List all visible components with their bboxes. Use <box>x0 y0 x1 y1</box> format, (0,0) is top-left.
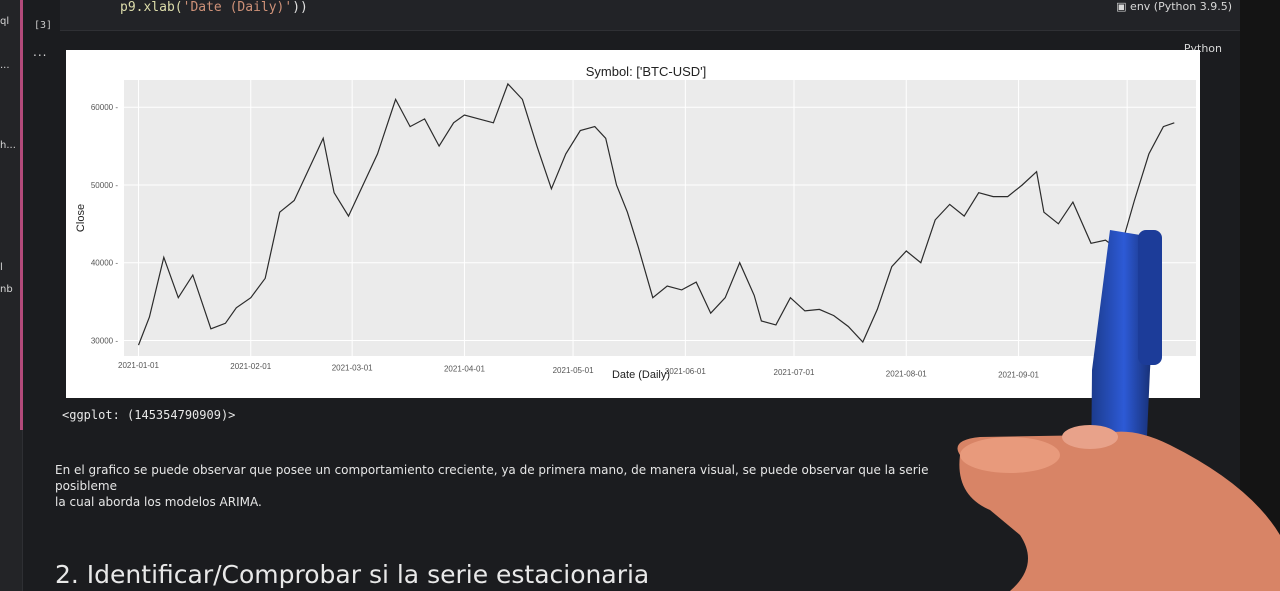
x-tick-label: 2021-08-01 <box>886 369 927 378</box>
x-tick-label: 2021-01-01 <box>118 361 159 370</box>
x-tick-label: 2021-09-01 <box>998 371 1039 380</box>
hand-photo <box>957 425 1280 591</box>
rail-marker-4[interactable]: l <box>0 262 3 273</box>
ggplot-repr: <ggplot: (145354790909)> <box>62 408 236 422</box>
output-menu-button[interactable]: ... <box>33 45 48 59</box>
y-tick-label: 60000 - <box>91 103 118 112</box>
code-cell[interactable] <box>60 0 1240 31</box>
rail-marker-3[interactable]: h... <box>0 140 16 151</box>
panel-background <box>124 80 1196 356</box>
x-tick-label: 2021-02-01 <box>230 362 271 371</box>
code-string: 'Date (Daily)' <box>182 0 293 15</box>
markdown-line-2: la cual aborda los modelos ARIMA. <box>55 495 262 509</box>
x-tick-label: 2021-03-01 <box>332 363 373 372</box>
execution-count: [3] <box>34 20 53 31</box>
kernel-selector[interactable]: ▣ env (Python 3.9.5) <box>1116 0 1232 13</box>
chart-title: Symbol: ['BTC-USD'] <box>586 64 707 79</box>
y-tick-label: 50000 - <box>91 181 118 190</box>
markdown-cell[interactable]: En el grafico se puede observar que pose… <box>55 462 960 510</box>
section-heading: 2. Identificar/Comprobar si la serie est… <box>55 560 650 589</box>
x-tick-label: 2021-05-01 <box>553 366 594 375</box>
markdown-line-1: En el grafico se puede observar que pose… <box>55 463 929 493</box>
code-line[interactable]: p9.xlab('Date (Daily)')) <box>120 0 308 15</box>
kernel-icon: ▣ <box>1116 0 1131 13</box>
close-price-line <box>137 82 1175 346</box>
y-tick-label: 40000 - <box>91 259 118 268</box>
x-axis-label: Date (Daily) <box>612 369 670 381</box>
code-fn: p9.xlab( <box>120 0 183 15</box>
x-tick-label: 2021-06-01 <box>665 367 706 376</box>
rail-marker-5[interactable]: nb <box>0 284 13 295</box>
rail-marker-1[interactable]: ql <box>0 16 10 27</box>
y-axis-label: Close <box>75 204 87 232</box>
y-tick-label: 30000 - <box>91 336 118 345</box>
x-tick-label: 2021-04-01 <box>444 365 485 374</box>
btc-chart: 30000 - 40000 - 50000 - 60000 - 2021-01-01 2… <box>75 64 1196 381</box>
scrollbar[interactable] <box>1240 0 1280 591</box>
x-tick-label: 2021-07-01 <box>774 368 815 377</box>
rail-marker-2[interactable]: ... <box>0 60 10 71</box>
cell-focus-indicator <box>20 0 23 430</box>
code-paren: )) <box>292 0 308 15</box>
plot-output: 30000 - 40000 - 50000 - 60000 - 2021-01-01 2… <box>66 50 1200 398</box>
kernel-label: env (Python 3.9.5) <box>1130 0 1232 13</box>
